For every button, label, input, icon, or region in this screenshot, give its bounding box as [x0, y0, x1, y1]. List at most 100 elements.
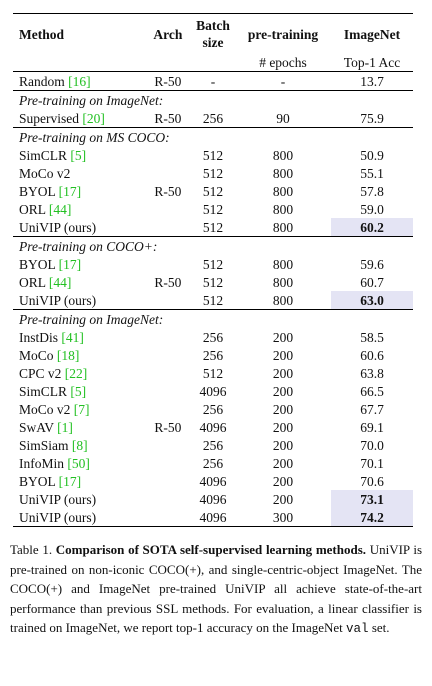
method-cell: ORL [44]	[13, 273, 145, 291]
table-row: BYOL [17] 512 800 57.8	[13, 182, 413, 200]
method: MoCo v2	[19, 165, 71, 181]
section-title: Pre-training on COCO+:	[19, 238, 158, 254]
caption-bold: Comparison of SOTA self-supervised learn…	[55, 542, 367, 557]
method: ORL	[19, 201, 46, 217]
table-row: SimSiam [8] 256 200 70.0	[13, 436, 413, 454]
method: InstDis	[19, 329, 59, 345]
method-cell: UniVIP (ours)	[13, 218, 145, 237]
arch: R-50	[154, 183, 182, 199]
epochs: 200	[272, 347, 294, 363]
method-cell: MoCo [18]	[13, 346, 145, 364]
citation: [8]	[71, 437, 88, 453]
table-row: MoCo [18] 256 200 60.6	[13, 346, 413, 364]
epochs: 800	[272, 274, 294, 290]
table-section: Pre-training on COCO+: BYOL [17] R-50 512 80…	[13, 236, 413, 310]
batch-size: -	[210, 73, 216, 89]
arch: R-50	[154, 274, 182, 290]
top1-acc: 75.9	[360, 110, 384, 126]
method: SimCLR	[19, 147, 68, 163]
epochs: 200	[272, 491, 294, 507]
citation: [17]	[58, 473, 82, 489]
method-cell: BYOL [17]	[13, 255, 145, 273]
batch-size: 512	[202, 256, 224, 272]
method: MoCo v2	[19, 401, 71, 417]
method-cell: SimCLR [5]	[13, 146, 145, 164]
citation: [16]	[68, 73, 91, 89]
table-section: Random [16] R-50 - - 13.7	[13, 71, 413, 91]
table-row: BYOL [17] 4096 200 70.6	[13, 472, 413, 490]
epochs: 200	[272, 383, 294, 399]
method: Supervised	[19, 110, 79, 126]
top1-acc: 59.6	[360, 256, 384, 272]
batch-size: 4096	[199, 419, 227, 435]
top1-acc: 55.1	[360, 165, 384, 181]
method: UniVIP (ours)	[19, 491, 97, 507]
table-header: Method Arch Batch size pre-training Imag…	[13, 13, 413, 72]
batch-size: 512	[202, 219, 224, 235]
citation: [18]	[56, 347, 80, 363]
method-cell: ORL [44]	[13, 200, 145, 218]
epochs: 200	[272, 437, 294, 453]
method: UniVIP (ours)	[19, 219, 97, 235]
top1-acc: 69.1	[360, 419, 384, 435]
method: SwAV	[19, 419, 54, 435]
citation: [7]	[73, 401, 90, 417]
header-cell: Arch	[153, 26, 183, 42]
top1-acc: 70.6	[360, 473, 384, 489]
method: BYOL	[19, 183, 56, 199]
top1-acc: 73.1	[331, 490, 413, 508]
citation: [20]	[82, 110, 105, 126]
batch-size: 512	[202, 365, 224, 381]
epochs: 800	[272, 183, 294, 199]
epochs: -	[280, 73, 286, 89]
method-cell: BYOL [17]	[13, 182, 145, 200]
section-title-row: Pre-training on MS COCO:	[13, 128, 413, 147]
method: CPC v2	[19, 365, 62, 381]
table-row: ORL [44] 512 800 59.0	[13, 200, 413, 218]
method-cell: BYOL [17]	[13, 472, 145, 490]
batch-size: 4096	[199, 473, 227, 489]
method-cell: MoCo v2 [7]	[13, 400, 145, 418]
table-row: InfoMin [50] 256 200 70.1	[13, 454, 413, 472]
top1-acc: 66.5	[360, 383, 384, 399]
table-row: UniVIP (ours) 4096 300 74.2	[13, 508, 413, 527]
method-cell: MoCo v2	[13, 164, 145, 182]
table-row: Supervised [20] R-50 256 90 75.9	[13, 109, 413, 128]
header-cell: Batch size	[196, 18, 230, 50]
top1-acc: 70.1	[360, 455, 384, 471]
method-cell: SimCLR [5]	[13, 382, 145, 400]
header-row: Method Arch Batch size pre-training Imag…	[13, 14, 413, 55]
top1-acc: 74.2	[331, 508, 413, 527]
epochs: 800	[272, 256, 294, 272]
section-title: Pre-training on ImageNet:	[19, 311, 164, 327]
caption-end: set.	[371, 620, 390, 635]
method-cell: SimSiam [8]	[13, 436, 145, 454]
batch-size: 256	[202, 329, 224, 345]
epochs: 200	[272, 419, 294, 435]
table-row: BYOL [17] R-50 512 800 59.6	[13, 255, 413, 290]
epochs: 300	[272, 509, 294, 525]
method: UniVIP (ours)	[19, 509, 97, 525]
method: Random	[19, 73, 65, 89]
citation: [41]	[61, 329, 84, 345]
method-cell: Random [16]	[13, 72, 145, 91]
epochs: 800	[272, 292, 294, 308]
section-title-row: Pre-training on COCO+:	[13, 237, 413, 256]
top1-acc: 50.9	[360, 147, 384, 163]
table-row: ORL [44] 512 800 60.7	[13, 273, 413, 291]
citation: [5]	[70, 147, 87, 163]
batch-size: 512	[202, 292, 224, 308]
section-title: Pre-training on MS COCO:	[19, 129, 170, 145]
batch-size: 256	[202, 401, 224, 417]
batch-size: 256	[202, 110, 224, 126]
header-cell: Top-1 Acc	[343, 55, 401, 70]
method-cell: Supervised [20]	[13, 109, 145, 128]
table-row: CPC v2 [22] 512 200 63.8	[13, 364, 413, 382]
citation: [22]	[64, 365, 88, 381]
batch-size: 512	[202, 147, 224, 163]
method-cell: UniVIP (ours)	[13, 508, 145, 527]
top1-acc: 58.5	[360, 329, 384, 345]
epochs: 200	[272, 365, 294, 381]
top1-acc: 70.0	[360, 437, 384, 453]
header-cell: pre-training	[247, 26, 319, 42]
